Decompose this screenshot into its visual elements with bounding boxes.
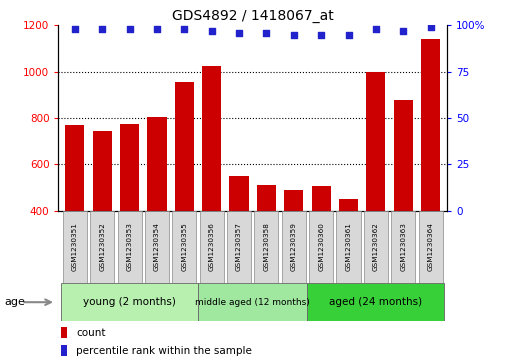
Bar — [61, 345, 67, 356]
Text: GSM1230351: GSM1230351 — [72, 223, 78, 271]
FancyBboxPatch shape — [309, 211, 333, 283]
Text: GSM1230357: GSM1230357 — [236, 223, 242, 271]
Text: young (2 months): young (2 months) — [83, 297, 176, 307]
Bar — [92, 131, 112, 211]
Text: count: count — [76, 327, 106, 338]
Point — [317, 32, 325, 38]
FancyBboxPatch shape — [391, 211, 416, 283]
Text: age: age — [4, 297, 25, 307]
Bar — [202, 66, 221, 211]
Text: GSM1230358: GSM1230358 — [264, 223, 269, 271]
FancyBboxPatch shape — [172, 211, 197, 283]
FancyBboxPatch shape — [255, 211, 278, 283]
Point — [399, 28, 407, 34]
Text: GSM1230363: GSM1230363 — [400, 223, 406, 271]
Point — [235, 30, 243, 36]
Bar — [120, 124, 139, 211]
Text: GSM1230359: GSM1230359 — [291, 223, 297, 271]
Bar — [339, 199, 358, 211]
Text: middle aged (12 months): middle aged (12 months) — [196, 298, 310, 307]
Bar — [394, 100, 413, 211]
Text: GSM1230360: GSM1230360 — [318, 223, 324, 271]
Point — [71, 26, 79, 32]
Point — [427, 24, 435, 30]
Bar — [311, 185, 331, 211]
Text: GSM1230362: GSM1230362 — [373, 223, 379, 271]
Text: GSM1230354: GSM1230354 — [154, 223, 160, 271]
Bar — [284, 190, 303, 211]
Title: GDS4892 / 1418067_at: GDS4892 / 1418067_at — [172, 9, 334, 23]
FancyBboxPatch shape — [336, 211, 361, 283]
Bar — [257, 185, 276, 211]
Point — [180, 26, 188, 32]
Bar — [65, 125, 84, 211]
Bar — [230, 176, 248, 211]
Text: GSM1230364: GSM1230364 — [428, 223, 434, 271]
FancyBboxPatch shape — [145, 211, 169, 283]
Point — [372, 26, 380, 32]
FancyBboxPatch shape — [200, 211, 224, 283]
Point — [262, 30, 270, 36]
Bar — [366, 72, 386, 211]
Text: GSM1230355: GSM1230355 — [181, 223, 187, 271]
Text: GSM1230361: GSM1230361 — [345, 223, 352, 271]
FancyBboxPatch shape — [63, 211, 87, 283]
FancyBboxPatch shape — [227, 211, 251, 283]
FancyBboxPatch shape — [307, 283, 444, 321]
Point — [344, 32, 353, 38]
Point — [208, 28, 216, 34]
Point — [290, 32, 298, 38]
Text: GSM1230353: GSM1230353 — [126, 223, 133, 271]
FancyBboxPatch shape — [117, 211, 142, 283]
Point — [153, 26, 161, 32]
Text: aged (24 months): aged (24 months) — [329, 297, 423, 307]
Bar — [147, 117, 167, 211]
Text: GSM1230352: GSM1230352 — [99, 223, 105, 271]
FancyBboxPatch shape — [198, 283, 307, 321]
Point — [98, 26, 106, 32]
Text: GSM1230356: GSM1230356 — [209, 223, 215, 271]
Bar — [421, 39, 440, 211]
Bar — [61, 327, 67, 338]
Bar — [175, 82, 194, 211]
Text: percentile rank within the sample: percentile rank within the sample — [76, 346, 252, 356]
FancyBboxPatch shape — [90, 211, 114, 283]
FancyBboxPatch shape — [364, 211, 388, 283]
FancyBboxPatch shape — [419, 211, 442, 283]
FancyBboxPatch shape — [282, 211, 306, 283]
FancyBboxPatch shape — [61, 283, 198, 321]
Point — [125, 26, 134, 32]
